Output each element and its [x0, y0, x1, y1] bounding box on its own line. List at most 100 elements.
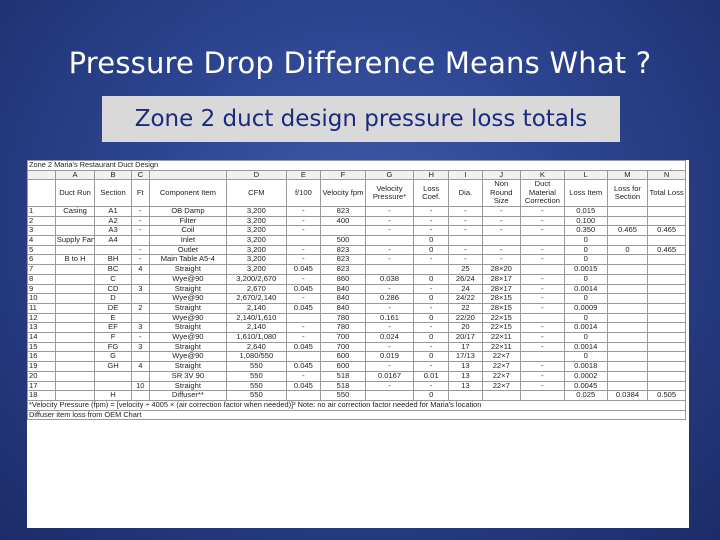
sheet.rows.5-cell: 6 [27, 254, 56, 266]
sheet.rows.13-cell [606, 332, 649, 343]
sheet.rows.19-cell [520, 390, 565, 401]
sheet.rows.1-cell: - [481, 215, 521, 227]
sheet.rows.11-cell: 0 [563, 312, 608, 324]
sheet.rows.2-cell: - [413, 225, 450, 237]
sheet.rows.6-cell: BC [94, 264, 132, 275]
sheet.rows.19-cell: 18 [27, 390, 56, 401]
sheet.column_letters-cell: I [448, 169, 483, 181]
table-row: 8 C Wye@90 3,200/2,670-860 0.038 0 26/24 28×17-… [27, 273, 686, 285]
sheet.rows.16-cell: 19 [27, 361, 56, 372]
sheet.rows.16-cell: - [364, 361, 415, 372]
sheet.column_letters-cell: K [520, 169, 565, 181]
sheet.rows.1-cell: Filter [148, 215, 227, 227]
sheet.rows.17-cell [606, 370, 649, 382]
sheet-caption: Zone 2 Maria's Restaurant Duct Design [27, 160, 686, 171]
sheet.rows.7-cell [647, 273, 686, 285]
sheet.rows.6-cell [364, 264, 415, 275]
sheet.rows.1-cell: A2 [94, 215, 132, 227]
sheet.rows.11-cell [54, 312, 96, 324]
sheet.rows.18-cell: 0.0045 [563, 380, 608, 392]
sheet.rows.15-cell: 17/13 [448, 351, 483, 363]
sheet.rows.7-cell: C [94, 273, 132, 285]
sheet.rows.2-cell: Coil [148, 225, 227, 237]
sheet.rows.4-cell: - [364, 244, 415, 256]
sheet.rows.7-cell: - [520, 273, 565, 285]
sheet.rows.14-cell: Straight [148, 341, 227, 353]
sheet.rows.15-cell [606, 351, 649, 363]
sheet.column_letters-cell: A [54, 169, 96, 181]
sheet.rows.0-cell [606, 205, 649, 217]
sheet.rows.1-cell: 2 [27, 215, 56, 227]
table-row: 9 CD 3 Straight 2,670 0.045 840- -24 28×17-0.001… [27, 283, 686, 295]
sheet.rows.15-cell [520, 351, 565, 363]
sheet.rows.17-cell [94, 370, 132, 382]
sheet.rows.8-cell: 24 [448, 283, 483, 295]
sheet.rows.14-cell: 2,640 [225, 341, 287, 353]
sheet.rows.7-cell: 3,200/2,670 [225, 273, 287, 285]
sheet.rows.9-cell: 24/22 [448, 293, 483, 304]
sheet.rows.15-cell [54, 351, 96, 363]
sheet.rows.15-cell: G [94, 351, 132, 363]
sheet.rows.17-cell: SR 3V 90 [148, 370, 227, 382]
sheet.rows.15-cell [285, 351, 322, 363]
sheet.rows.1-cell [606, 215, 649, 227]
sheet.rows.11-cell: 0 [413, 312, 450, 324]
sheet.rows.2-cell: 0.350 [563, 225, 608, 237]
sheet.rows.12-cell: - [413, 322, 450, 334]
sheet.rows.4-cell [54, 244, 96, 256]
sheet.headers-cell: Velocity Pressure* [364, 179, 415, 207]
sheet.rows.5-cell [606, 254, 649, 266]
sheet.rows.19-cell: H [94, 390, 132, 401]
sheet.rows.7-cell: 0.038 [364, 273, 415, 285]
sheet.rows.10-cell: 28×15 [481, 302, 521, 314]
slide-subtitle: Zone 2 duct design pressure loss totals [102, 96, 620, 142]
sheet.rows.6-cell: Straight [148, 264, 227, 275]
table-row: 13 EF 3 Straight 2,140-780- -20 22×15-0.0014 [27, 322, 686, 334]
sheet.rows.16-cell: 600 [320, 361, 366, 372]
sheet.rows.13-cell: Wye@90 [148, 332, 227, 343]
sheet.rows.12-cell: 2,140 [225, 322, 287, 334]
sheet.rows.19-cell: 0.505 [647, 390, 686, 401]
sheet.headers-cell: Total Loss [647, 179, 686, 207]
table-row: 3 A3- Coil 3,200- - - - - -0.350 0.465 0.465 [27, 225, 686, 237]
sheet.rows.0-cell: - [448, 205, 483, 217]
sheet.rows.8-cell: - [413, 283, 450, 295]
sheet.rows.0-cell: 3,200 [225, 205, 287, 217]
sheet.headers-cell: Section [94, 179, 132, 207]
sheet.rows.9-cell: 0 [563, 293, 608, 304]
sheet.rows.1-cell: - [285, 215, 322, 227]
sheet.rows.7-cell: 8 [27, 273, 56, 285]
sheet.rows.4-cell: 0 [563, 244, 608, 256]
sheet.rows.16-cell: 22×7 [481, 361, 521, 372]
sheet.rows.17-cell: 0.0002 [563, 370, 608, 382]
sheet.rows.15-cell [647, 351, 686, 363]
sheet.rows.3-cell [520, 235, 565, 246]
sheet.rows.8-cell: 2,670 [225, 283, 287, 295]
sheet.rows.8-cell [647, 283, 686, 295]
sheet.rows.0-cell: - [364, 205, 415, 217]
sheet.rows.8-cell: 0.0014 [563, 283, 608, 295]
sheet.rows.5-cell: Main Table A5-4 [148, 254, 227, 266]
sheet.column_letters-cell: F [320, 169, 366, 181]
sheet.rows.18-cell [54, 380, 96, 392]
sheet.rows.7-cell: 860 [320, 273, 366, 285]
sheet-caption-row: Zone 2 Maria's Restaurant Duct Design [27, 160, 686, 171]
table-row: 11 DE 2 Straight 2,140 0.045 840- -22 28×15-0.00… [27, 302, 686, 314]
sheet.rows.4-cell: - [285, 244, 322, 256]
sheet.rows.4-cell: 3,200 [225, 244, 287, 256]
sheet.rows.19-cell: 0.0384 [606, 390, 649, 401]
sheet.rows.1-cell: - [364, 215, 415, 227]
sheet.rows.15-cell: 0.019 [364, 351, 415, 363]
sheet.rows.6-cell: 0.045 [285, 264, 322, 275]
sheet.rows.19-cell [285, 390, 322, 401]
sheet.rows.17-cell [54, 370, 96, 382]
sheet.headers-cell: Loss Coef. [413, 179, 450, 207]
sheet.rows.1-cell: - [413, 215, 450, 227]
sheet.rows.0-cell: - [413, 205, 450, 217]
sheet.rows.15-cell [130, 351, 150, 363]
sheet.rows.10-cell: - [413, 302, 450, 314]
sheet.rows.14-cell: 3 [130, 341, 150, 353]
sheet.rows.3-cell [606, 235, 649, 246]
footnote-row: Diffuser item loss from OEM Chart [27, 409, 686, 421]
